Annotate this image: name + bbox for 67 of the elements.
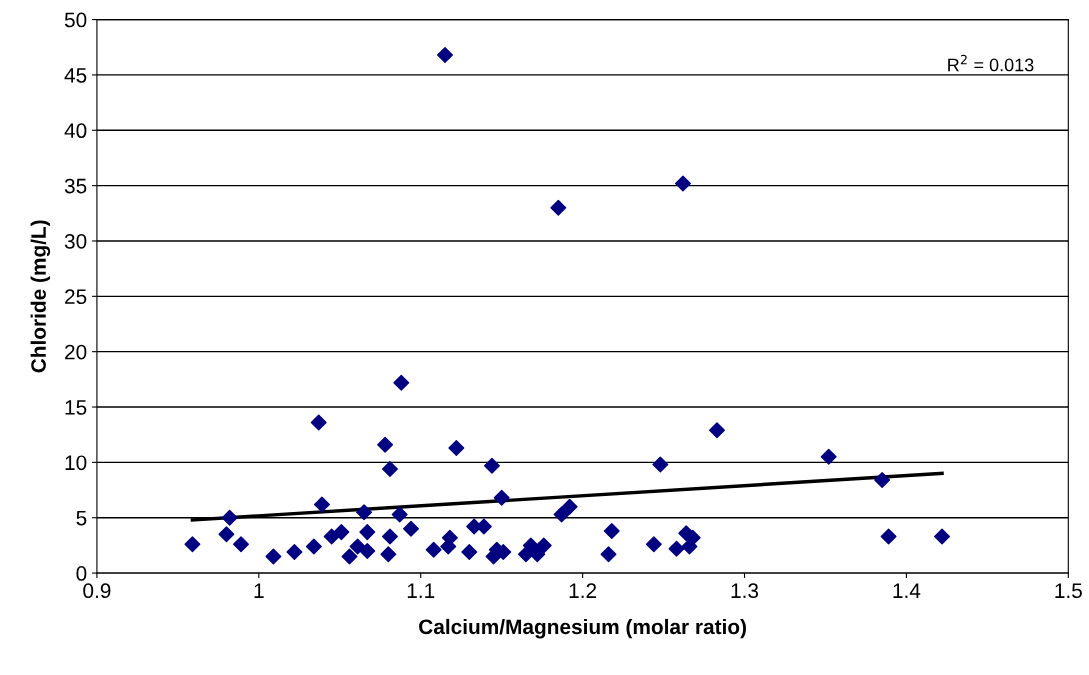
y-tick-label: 0 xyxy=(76,566,87,581)
point xyxy=(550,199,567,216)
point xyxy=(359,542,376,559)
y-tick-label: 40 xyxy=(64,123,87,139)
y-tick-label: 25 xyxy=(65,289,87,305)
point xyxy=(381,461,398,477)
point xyxy=(313,496,330,513)
x-tick-label: 1.5 xyxy=(1055,583,1082,599)
point xyxy=(874,472,891,489)
point xyxy=(286,544,303,561)
point xyxy=(529,546,546,563)
x-tick-label: 1 xyxy=(254,583,264,598)
annotation: R$^{2}$ = 0.013 xyxy=(948,54,1034,72)
point xyxy=(391,506,408,523)
point xyxy=(221,509,238,526)
point xyxy=(934,528,951,545)
point xyxy=(493,489,510,506)
x-tick-label: 1.1 xyxy=(407,583,435,598)
point xyxy=(448,440,465,456)
point xyxy=(709,422,725,439)
point xyxy=(310,414,327,431)
point xyxy=(483,457,500,474)
point xyxy=(341,548,358,565)
point xyxy=(603,523,620,539)
point xyxy=(393,374,410,391)
point xyxy=(377,436,394,453)
point xyxy=(600,546,617,563)
point xyxy=(553,506,570,523)
point xyxy=(437,47,453,63)
y-tick-label: 30 xyxy=(64,233,87,249)
point xyxy=(645,536,662,553)
y-tick-label: 20 xyxy=(65,344,87,360)
point xyxy=(349,538,366,555)
point xyxy=(668,540,685,557)
point xyxy=(820,448,837,465)
x-tick-label: 1.4 xyxy=(893,583,921,598)
x-tick-label: 1.3 xyxy=(731,583,759,599)
y-tick-label: 35 xyxy=(64,178,87,194)
point xyxy=(652,456,669,473)
point xyxy=(265,548,282,565)
point xyxy=(561,498,578,515)
y-tick-label: 45 xyxy=(64,68,87,83)
point xyxy=(425,541,442,558)
y-axis-title: Chloride (mg/L) xyxy=(30,220,51,373)
point xyxy=(305,538,322,555)
point xyxy=(380,546,397,563)
point xyxy=(359,524,376,541)
point xyxy=(522,537,539,554)
point xyxy=(880,528,897,545)
point xyxy=(184,536,201,553)
point xyxy=(675,175,691,192)
x-tick-label: 0.9 xyxy=(83,583,111,599)
point xyxy=(218,526,235,543)
point xyxy=(323,528,340,545)
point xyxy=(356,504,373,521)
point xyxy=(461,544,478,561)
y-tick-label: 15 xyxy=(65,400,87,415)
y-tick-label: 50 xyxy=(64,12,87,28)
y-tick-label: 5 xyxy=(76,510,87,526)
point xyxy=(403,520,419,537)
point xyxy=(381,528,398,545)
point xyxy=(535,537,552,554)
x-axis-title: Calcium/Magnesium (molar ratio) xyxy=(419,618,746,639)
x-tick-label: 1.2 xyxy=(569,583,597,598)
y-tick-label: 10 xyxy=(65,455,87,471)
point xyxy=(333,524,350,541)
point xyxy=(233,536,249,553)
